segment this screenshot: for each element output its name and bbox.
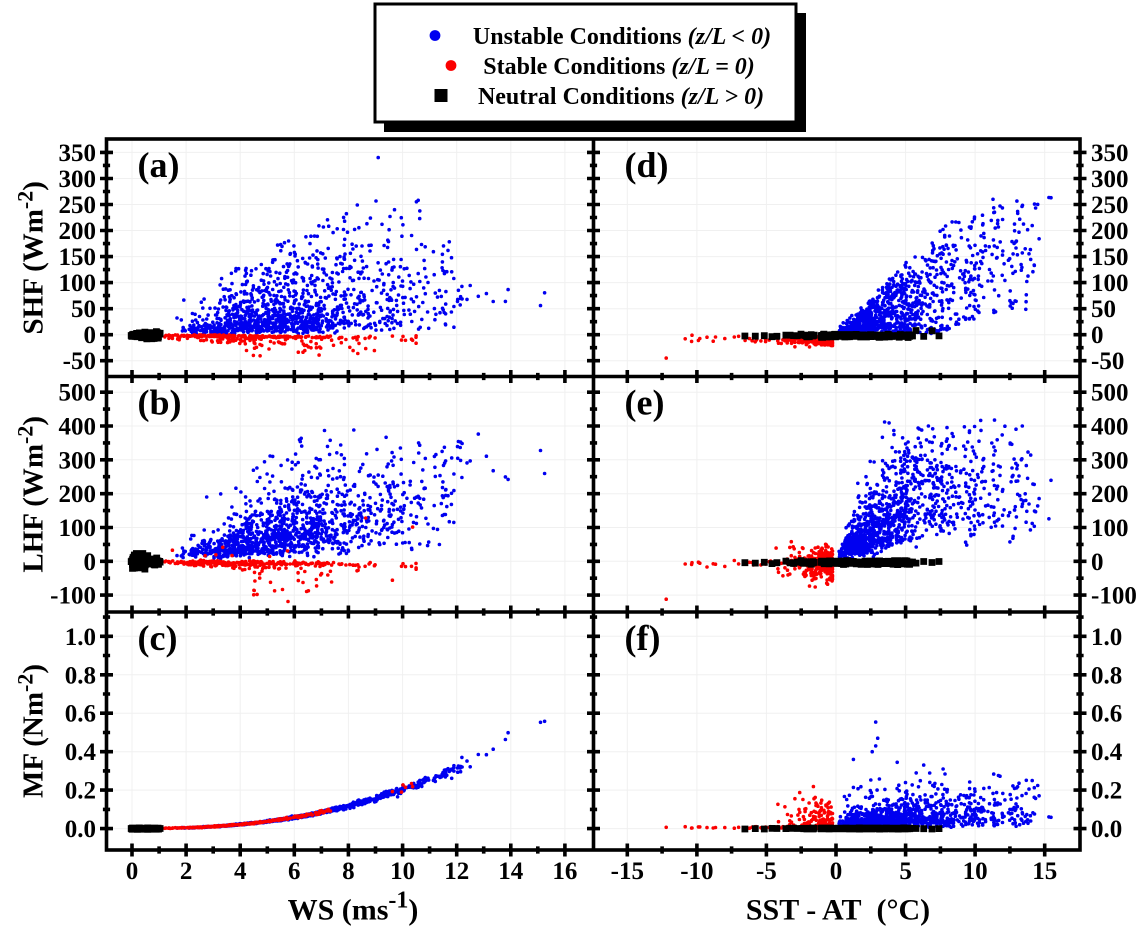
svg-text:300: 300 bbox=[1091, 166, 1129, 193]
svg-text:0.4: 0.4 bbox=[1091, 739, 1123, 766]
svg-text:400: 400 bbox=[1091, 414, 1129, 441]
svg-text:0.0: 0.0 bbox=[65, 816, 96, 843]
svg-text:-100: -100 bbox=[1091, 583, 1137, 610]
svg-text:200: 200 bbox=[1091, 218, 1129, 245]
svg-text:0: 0 bbox=[830, 858, 843, 885]
svg-text:150: 150 bbox=[59, 244, 97, 271]
svg-text:Unstable Conditions (z/L < 0): Unstable Conditions (z/L < 0) bbox=[473, 24, 771, 50]
svg-text:0.6: 0.6 bbox=[65, 701, 96, 728]
svg-text:200: 200 bbox=[59, 481, 97, 508]
svg-text:0.2: 0.2 bbox=[1091, 778, 1122, 805]
svg-text:500: 500 bbox=[1091, 380, 1129, 407]
svg-text:300: 300 bbox=[59, 166, 97, 193]
svg-text:0: 0 bbox=[1091, 322, 1104, 349]
svg-text:Stable Conditions (z/L = 0): Stable Conditions (z/L = 0) bbox=[483, 54, 755, 80]
svg-text:(a): (a) bbox=[138, 145, 180, 185]
svg-text:0: 0 bbox=[1091, 549, 1104, 576]
svg-text:250: 250 bbox=[1091, 192, 1129, 219]
svg-text:100: 100 bbox=[1091, 270, 1129, 297]
svg-text:100: 100 bbox=[59, 515, 97, 542]
svg-text:500: 500 bbox=[59, 380, 97, 407]
svg-text:WS (ms-1): WS (ms-1) bbox=[288, 888, 419, 927]
svg-text:10: 10 bbox=[963, 858, 988, 885]
svg-text:150: 150 bbox=[1091, 244, 1129, 271]
svg-text:-10: -10 bbox=[680, 858, 713, 885]
svg-text:15: 15 bbox=[1032, 858, 1057, 885]
svg-text:0.4: 0.4 bbox=[65, 739, 97, 766]
svg-text:200: 200 bbox=[59, 218, 97, 245]
svg-text:6: 6 bbox=[288, 858, 301, 885]
svg-text:50: 50 bbox=[1091, 296, 1116, 323]
svg-text:4: 4 bbox=[234, 858, 247, 885]
svg-text:-50: -50 bbox=[1091, 348, 1124, 375]
svg-text:(e): (e) bbox=[625, 383, 665, 423]
svg-text:(b): (b) bbox=[138, 383, 182, 423]
svg-text:0.8: 0.8 bbox=[65, 662, 96, 689]
svg-text:0: 0 bbox=[84, 549, 97, 576]
svg-text:0: 0 bbox=[126, 858, 139, 885]
svg-text:100: 100 bbox=[1091, 515, 1129, 542]
svg-text:(f): (f) bbox=[625, 618, 661, 658]
svg-text:10: 10 bbox=[390, 858, 415, 885]
svg-text:(d): (d) bbox=[625, 145, 669, 185]
svg-text:300: 300 bbox=[1091, 447, 1129, 474]
svg-text:0.2: 0.2 bbox=[65, 778, 96, 805]
svg-text:(c): (c) bbox=[138, 618, 178, 658]
svg-text:Neutral Conditions (z/L > 0): Neutral Conditions (z/L > 0) bbox=[478, 84, 764, 110]
svg-text:0.6: 0.6 bbox=[1091, 701, 1122, 728]
svg-text:1.0: 1.0 bbox=[1091, 624, 1122, 651]
svg-text:0.0: 0.0 bbox=[1091, 816, 1122, 843]
svg-text:1.0: 1.0 bbox=[65, 624, 96, 651]
svg-text:-15: -15 bbox=[611, 858, 644, 885]
svg-text:100: 100 bbox=[59, 270, 97, 297]
svg-text:SST - AT (°C): SST - AT (°C) bbox=[746, 894, 930, 927]
svg-text:400: 400 bbox=[59, 414, 97, 441]
svg-text:250: 250 bbox=[59, 192, 97, 219]
svg-text:SHF (Wm-2): SHF (Wm-2) bbox=[13, 181, 50, 334]
svg-text:12: 12 bbox=[444, 858, 469, 885]
svg-text:0.8: 0.8 bbox=[1091, 662, 1122, 689]
svg-text:-100: -100 bbox=[50, 583, 96, 610]
svg-text:-50: -50 bbox=[63, 348, 96, 375]
svg-text:50: 50 bbox=[71, 296, 96, 323]
svg-text:0: 0 bbox=[84, 322, 97, 349]
svg-text:350: 350 bbox=[59, 140, 97, 167]
svg-text:8: 8 bbox=[342, 858, 355, 885]
svg-text:350: 350 bbox=[1091, 140, 1129, 167]
svg-text:300: 300 bbox=[59, 447, 97, 474]
svg-text:16: 16 bbox=[552, 858, 577, 885]
svg-text:-5: -5 bbox=[756, 858, 777, 885]
svg-text:5: 5 bbox=[899, 858, 912, 885]
svg-text:14: 14 bbox=[498, 858, 524, 885]
svg-text:2: 2 bbox=[180, 858, 193, 885]
svg-text:200: 200 bbox=[1091, 481, 1129, 508]
